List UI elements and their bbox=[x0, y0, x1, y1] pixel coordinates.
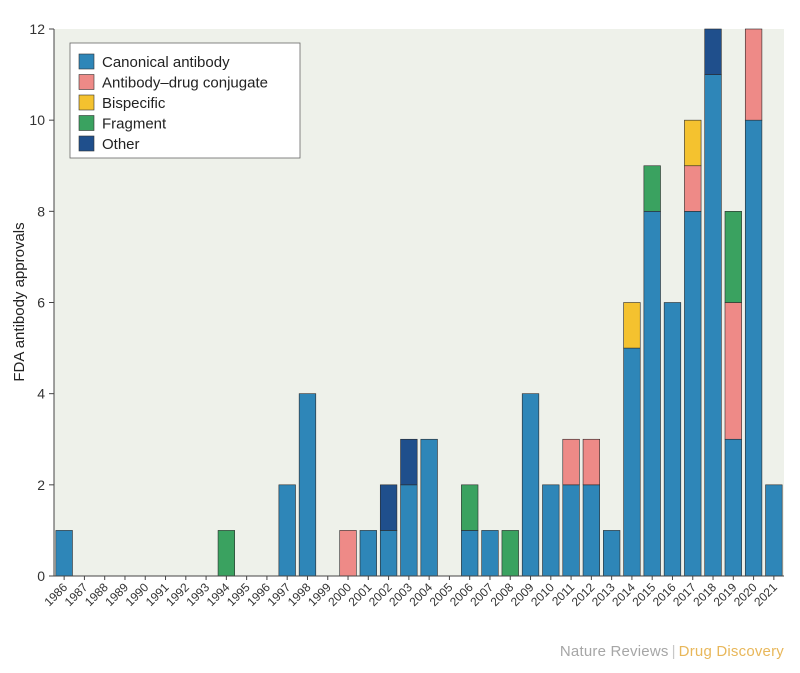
bar-2020-series-1 bbox=[744, 28, 763, 121]
bar-2011-series-0 bbox=[562, 484, 580, 577]
legend-label-2: Bispecific bbox=[102, 95, 166, 112]
y-axis-label: FDA antibody approvals bbox=[11, 222, 28, 381]
legend-box bbox=[69, 42, 301, 159]
bar-2003-series-4 bbox=[400, 438, 418, 486]
credit-journal: Nature Reviews bbox=[559, 643, 669, 660]
journal-credit: Nature Reviews | Drug Discovery bbox=[560, 643, 784, 660]
bar-2018-series-4 bbox=[704, 28, 722, 75]
legend-swatch-2 bbox=[78, 94, 95, 111]
bar-2008-series-3 bbox=[501, 530, 519, 577]
bars-layer bbox=[55, 28, 783, 577]
bar-2017-series-1 bbox=[684, 165, 702, 212]
y-tick-label: 12 bbox=[29, 21, 45, 37]
bar-2002-series-4 bbox=[379, 484, 398, 531]
bar-2003-series-0 bbox=[400, 484, 418, 577]
x-tick-label: 2021 bbox=[751, 580, 780, 609]
bar-2006-series-0 bbox=[461, 530, 479, 577]
bar-1994-series-3 bbox=[217, 530, 235, 577]
legend-swatch-0 bbox=[78, 53, 95, 70]
y-tick-label: 0 bbox=[37, 568, 45, 584]
bar-2006-series-3 bbox=[461, 484, 479, 531]
bar-2015-series-0 bbox=[643, 211, 661, 577]
bar-2010-series-0 bbox=[542, 484, 560, 577]
bar-2020-series-0 bbox=[744, 119, 763, 577]
credit-separator: | bbox=[671, 643, 676, 660]
bar-2007-series-0 bbox=[481, 530, 499, 577]
bar-2001-series-0 bbox=[359, 530, 377, 577]
bar-2013-series-0 bbox=[603, 530, 621, 577]
y-tick-label: 10 bbox=[29, 112, 45, 128]
bar-2016-series-0 bbox=[663, 302, 682, 577]
bar-2014-series-0 bbox=[623, 347, 641, 577]
bar-2017-series-0 bbox=[684, 211, 702, 577]
y-tick-label: 6 bbox=[37, 295, 45, 311]
bar-2019-series-1 bbox=[724, 302, 742, 440]
bar-2012-series-1 bbox=[582, 438, 600, 486]
legend-swatch-4 bbox=[78, 135, 95, 152]
legend-label-4: Other bbox=[102, 136, 140, 153]
bar-2021-series-0 bbox=[765, 484, 783, 577]
bar-1997-series-0 bbox=[278, 484, 296, 577]
legend-label-0: Canonical antibody bbox=[102, 54, 230, 71]
y-axis: 0 2 4 6 8 10 12 bbox=[29, 21, 55, 584]
legend-label-3: Fragment bbox=[102, 116, 167, 133]
y-tick-label: 2 bbox=[37, 477, 45, 493]
y-tick-label: 4 bbox=[37, 386, 45, 402]
bar-2018-series-0 bbox=[704, 74, 722, 577]
bar-1986-series-0 bbox=[55, 530, 73, 577]
bar-2017-series-2 bbox=[684, 119, 702, 167]
bar-2002-series-0 bbox=[379, 530, 398, 577]
legend-label-1: Antibody–drug conjugate bbox=[102, 75, 268, 92]
bar-2015-series-3 bbox=[643, 165, 661, 212]
legend-swatch-1 bbox=[78, 74, 95, 90]
legend-swatch-3 bbox=[78, 115, 95, 131]
bar-2012-series-0 bbox=[582, 484, 600, 577]
bar-2019-series-0 bbox=[724, 438, 742, 577]
bar-2019-series-3 bbox=[724, 211, 742, 303]
bar-1998-series-0 bbox=[298, 393, 317, 577]
bar-2004-series-0 bbox=[420, 438, 438, 577]
x-axis: 1986198719881989199019911992199319941995… bbox=[41, 575, 784, 609]
bar-2014-series-2 bbox=[623, 302, 641, 349]
bar-2011-series-1 bbox=[562, 438, 580, 486]
legend: Canonical antibody Antibody–drug conjugat… bbox=[69, 42, 301, 159]
bar-2009-series-0 bbox=[521, 393, 540, 577]
bar-2000-series-1 bbox=[339, 530, 357, 577]
credit-section: Drug Discovery bbox=[678, 643, 784, 660]
y-tick-label: 8 bbox=[37, 203, 45, 219]
